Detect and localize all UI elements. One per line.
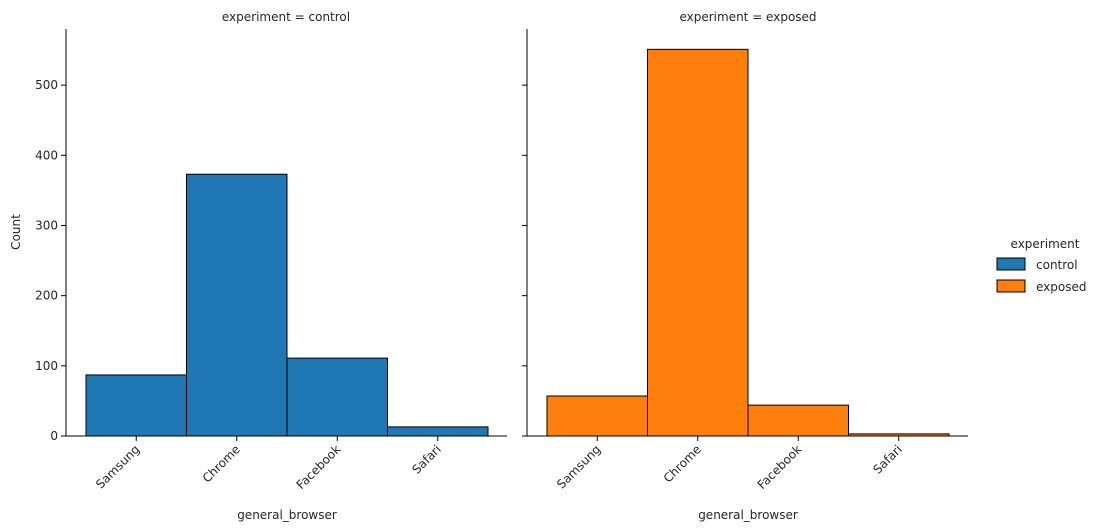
bars-control <box>85 173 489 437</box>
x-axis-label-exposed: general_browser <box>698 508 798 522</box>
legend-swatch-control <box>996 257 1026 271</box>
bar-exposed-facebook <box>747 404 849 437</box>
y-tick-label: 100 <box>35 359 58 373</box>
bar-control-samsung <box>85 374 187 437</box>
panel-control: experiment = control 0 100 200 300 400 500 Sa… <box>9 10 507 522</box>
bar-control-safari <box>387 426 489 437</box>
panel-exposed: experiment = exposed Samsung Chrome Facebo… <box>522 10 968 522</box>
y-ticks-control: 0 100 200 300 400 500 <box>35 78 66 443</box>
legend-label-exposed: exposed <box>1036 280 1086 294</box>
bars-exposed <box>546 48 950 437</box>
panel-title-control: experiment = control <box>222 10 350 24</box>
bar-exposed-chrome <box>647 48 749 437</box>
x-tick-label: Samsung <box>93 442 142 491</box>
x-tick-label: Chrome <box>661 442 704 485</box>
y-axis-label: Count <box>9 214 23 250</box>
bar-control-facebook <box>286 357 388 437</box>
y-tick-label: 0 <box>50 429 58 443</box>
bar-exposed-samsung <box>546 395 648 437</box>
x-ticks-control: Samsung Chrome Facebook Safari <box>93 436 444 492</box>
y-tick-label: 200 <box>35 289 58 303</box>
legend-title: experiment <box>1011 237 1080 251</box>
x-tick-label: Chrome <box>200 442 243 485</box>
x-tick-label: Samsung <box>554 442 603 491</box>
x-tick-label: Safari <box>870 442 905 477</box>
legend-swatch-exposed <box>996 279 1026 293</box>
legend: experiment control exposed <box>996 237 1086 294</box>
bar-control-chrome <box>186 173 288 437</box>
x-tick-label: Facebook <box>755 442 805 492</box>
x-axis-label-control: general_browser <box>237 508 337 522</box>
x-tick-label: Safari <box>409 442 444 477</box>
panel-title-exposed: experiment = exposed <box>679 10 816 24</box>
y-ticks-exposed <box>522 84 527 437</box>
x-tick-label: Facebook <box>294 442 344 492</box>
y-tick-label: 400 <box>35 148 58 162</box>
y-tick-label: 500 <box>35 78 58 92</box>
y-tick-label: 300 <box>35 218 58 232</box>
x-ticks-exposed: Samsung Chrome Facebook Safari <box>554 436 905 492</box>
legend-label-control: control <box>1036 258 1078 272</box>
